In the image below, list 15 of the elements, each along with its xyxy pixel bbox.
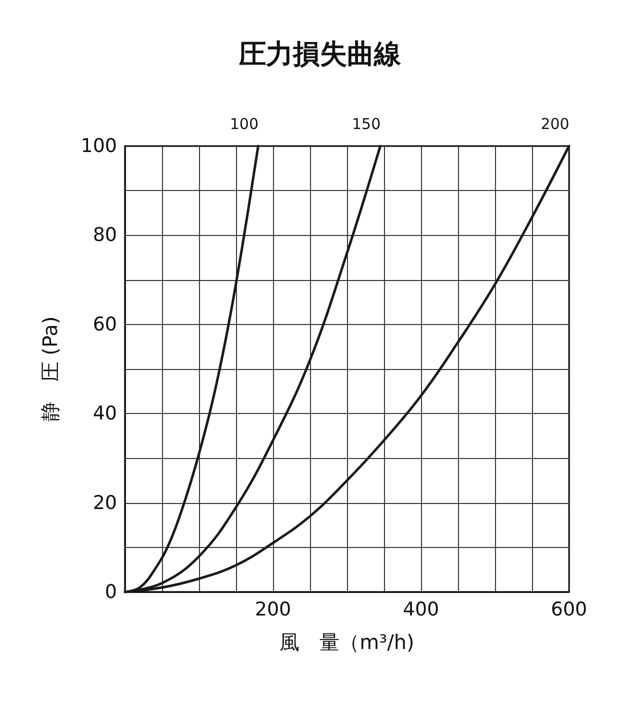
- y-tick-label: 40: [92, 402, 117, 425]
- x-axis-title: 風 量（m³/h): [280, 630, 414, 654]
- x-tick-label: 400: [402, 598, 440, 620]
- series-label: 150: [352, 115, 381, 133]
- y-tick-label: 80: [92, 224, 117, 246]
- chart-title: 圧力損失曲線: [238, 39, 402, 70]
- x-tick-label: 600: [550, 598, 588, 620]
- y-tick-label: 60: [92, 313, 117, 336]
- series-label: 100: [230, 115, 259, 133]
- y-tick-label: 20: [92, 492, 117, 514]
- x-tick-label: 200: [254, 598, 292, 620]
- y-tick-label: 0: [104, 581, 117, 603]
- y-axis-title: 静 圧 (Pa): [38, 316, 62, 422]
- y-tick-label: 100: [80, 135, 117, 157]
- series-label: 200: [540, 115, 570, 133]
